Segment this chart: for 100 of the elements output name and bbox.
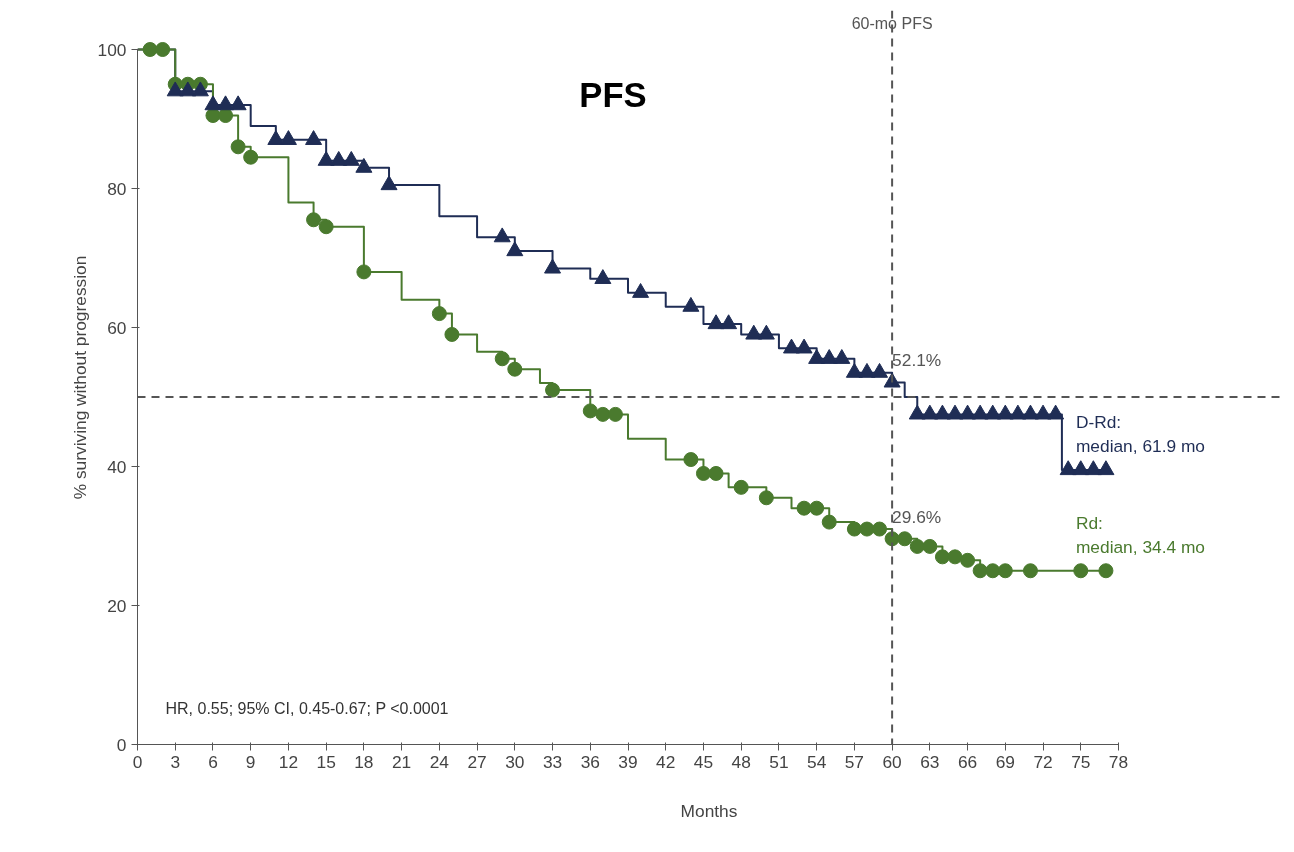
x-axis-title: Months xyxy=(680,800,738,821)
x-tick-label: 12 xyxy=(278,751,299,772)
point xyxy=(493,227,511,243)
point xyxy=(908,404,926,420)
annotation: 52.1% xyxy=(892,350,942,371)
point xyxy=(859,521,875,537)
point xyxy=(380,175,398,191)
point xyxy=(858,362,876,378)
y-tick-label: 60 xyxy=(107,317,127,338)
x-tick-label: 72 xyxy=(1033,751,1053,772)
x-tick-label: 36 xyxy=(580,751,600,772)
point xyxy=(946,404,964,420)
x-tick-label: 27 xyxy=(467,751,487,772)
x-tick-label: 9 xyxy=(245,751,256,772)
point xyxy=(166,81,184,97)
point xyxy=(330,150,348,166)
x-tick-label: 21 xyxy=(391,751,412,772)
point xyxy=(984,404,1002,420)
point xyxy=(733,479,749,495)
point xyxy=(820,349,838,364)
point xyxy=(1021,404,1039,420)
point xyxy=(204,95,222,111)
point xyxy=(1047,404,1065,420)
annotation: 29.6% xyxy=(892,506,942,527)
point xyxy=(960,552,976,568)
point xyxy=(1034,404,1052,420)
x-tick-label: 69 xyxy=(995,751,1015,772)
point xyxy=(217,95,235,111)
point xyxy=(544,258,562,274)
point xyxy=(267,130,285,145)
x-tick-label: 15 xyxy=(316,751,336,772)
point xyxy=(305,130,323,145)
x-tick-label: 48 xyxy=(731,751,751,772)
point xyxy=(179,81,197,97)
point xyxy=(1073,563,1089,579)
x-tick-label: 63 xyxy=(920,751,940,772)
point xyxy=(707,314,725,330)
point xyxy=(506,241,524,257)
point xyxy=(444,326,460,342)
point xyxy=(909,538,925,554)
point xyxy=(985,563,1001,579)
x-tick-label: 66 xyxy=(957,751,978,772)
point xyxy=(229,95,247,111)
point xyxy=(545,382,561,398)
point xyxy=(632,283,650,298)
point xyxy=(607,406,623,422)
point xyxy=(845,362,863,378)
x-tick-label: 45 xyxy=(693,751,714,772)
point xyxy=(720,314,738,330)
ref-line-label: 60-mo PFS xyxy=(851,14,933,32)
point xyxy=(1098,563,1114,579)
point xyxy=(708,465,724,481)
y-tick-label: 20 xyxy=(107,595,127,616)
point xyxy=(871,362,889,378)
x-tick-label: 39 xyxy=(618,751,638,772)
x-tick-label: 42 xyxy=(656,751,676,772)
y-tick-label: 0 xyxy=(116,734,127,755)
point xyxy=(808,349,826,364)
point xyxy=(695,465,711,481)
series-label: D-Rd: median, 61.9 mo xyxy=(1075,411,1205,456)
point xyxy=(833,349,851,364)
y-tick-label: 40 xyxy=(107,456,127,477)
annotation: HR, 0.55; 95% CI, 0.45-0.67; P <0.0001 xyxy=(165,699,449,717)
point xyxy=(594,269,612,284)
point xyxy=(758,490,774,506)
x-tick-label: 6 xyxy=(208,751,218,772)
point xyxy=(809,500,825,516)
point xyxy=(872,521,888,537)
text: PFS xyxy=(579,75,647,114)
x-tick-label: 33 xyxy=(542,751,563,772)
point xyxy=(921,404,939,420)
x-tick-label: 75 xyxy=(1071,751,1091,772)
point xyxy=(1022,563,1038,579)
point xyxy=(783,338,800,354)
point xyxy=(757,324,775,340)
y-axis-title: % surviving without progression xyxy=(69,255,90,500)
point xyxy=(997,563,1013,579)
point xyxy=(595,406,611,422)
point xyxy=(795,338,813,354)
point xyxy=(821,514,837,530)
point xyxy=(972,563,988,579)
point xyxy=(934,549,950,565)
point xyxy=(582,403,598,419)
point xyxy=(342,150,360,166)
point xyxy=(507,361,523,377)
x-tick-label: 0 xyxy=(132,751,143,772)
x-tick-label: 78 xyxy=(1108,751,1129,772)
y-tick-label: 80 xyxy=(107,178,127,199)
point xyxy=(1059,460,1077,476)
point xyxy=(922,538,938,554)
x-tick-label: 54 xyxy=(807,751,827,772)
series-label: Rd: median, 34.4 mo xyxy=(1075,512,1205,557)
point xyxy=(959,404,977,420)
x-tick-label: 30 xyxy=(505,751,525,772)
x-tick-label: 57 xyxy=(844,751,865,772)
point xyxy=(897,531,913,547)
x-tick-label: 60 xyxy=(882,751,902,772)
x-tick-label: 3 xyxy=(170,751,181,772)
point xyxy=(796,500,812,516)
x-tick-label: 18 xyxy=(354,751,374,772)
